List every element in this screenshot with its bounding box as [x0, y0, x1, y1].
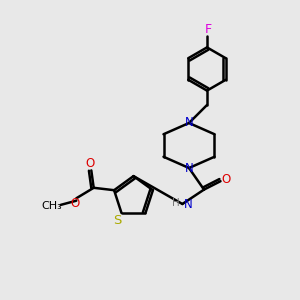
Text: O: O [222, 173, 231, 186]
Text: O: O [85, 157, 94, 170]
Text: H: H [172, 198, 180, 208]
Text: N: N [184, 116, 194, 129]
Text: O: O [71, 196, 80, 210]
Text: F: F [205, 23, 212, 36]
Text: S: S [113, 214, 121, 227]
Text: N: N [184, 162, 194, 175]
Text: CH₃: CH₃ [41, 201, 62, 212]
Text: N: N [184, 197, 192, 211]
